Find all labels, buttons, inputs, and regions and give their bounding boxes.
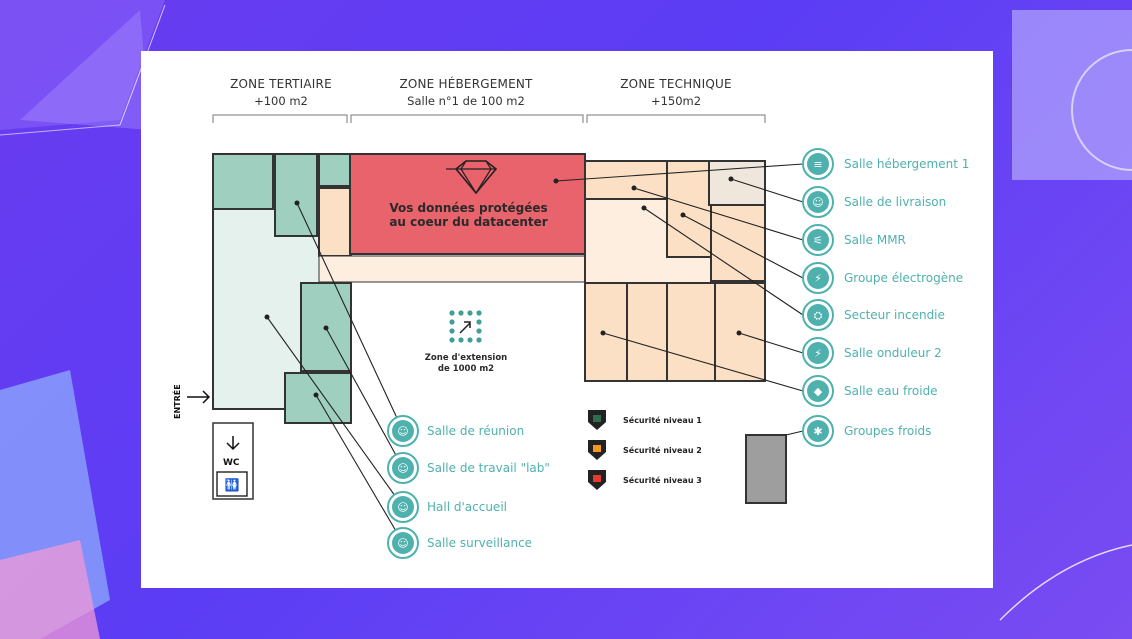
- svg-text:☺: ☺: [812, 196, 823, 209]
- svg-text:⛭: ⛭: [814, 309, 823, 322]
- label-groupes-froids: Groupes froids: [844, 424, 932, 438]
- datacenter-line-1: Vos données protégées: [389, 201, 548, 215]
- svg-text:☺: ☺: [397, 537, 408, 550]
- room-small: [318, 153, 352, 187]
- floor-plan: 🚻: [187, 114, 834, 559]
- label-groupe-electrogene: Groupe électrogène: [844, 271, 964, 285]
- entrance-arrow-icon: [187, 390, 211, 404]
- label-salle-livraison: Salle de livraison: [844, 195, 947, 209]
- zone-brackets: [212, 114, 766, 123]
- datacenter-line-2: au coeur du datacenter: [389, 215, 548, 229]
- label-salle-mmr: Salle MMR: [844, 233, 906, 247]
- label-secteur-incendie: Secteur incendie: [844, 308, 945, 322]
- security-level-3-label: Sécurité niveau 3: [623, 476, 702, 485]
- svg-text:≡: ≡: [813, 158, 822, 171]
- room-tertiary-top-left: [212, 153, 274, 210]
- security-shields: [588, 410, 606, 490]
- wc-icon: [216, 471, 248, 497]
- room-reunion: [274, 153, 318, 237]
- datacenter-text: Vos données protégées au coeur du datace…: [371, 201, 566, 229]
- corridor: [318, 255, 586, 283]
- wc-label: WC: [223, 458, 240, 468]
- diamond-icon: [454, 160, 498, 195]
- label-salle-reunion: Salle de réunion: [427, 424, 525, 438]
- room-livraison: [708, 160, 766, 206]
- svg-text:◆: ◆: [814, 385, 823, 398]
- svg-text:🚻: 🚻: [225, 478, 240, 492]
- svg-text:⚡: ⚡: [814, 347, 822, 360]
- extension-line-1: Zone d'extension: [424, 353, 508, 363]
- label-salle-eau-froide: Salle eau froide: [844, 384, 938, 398]
- zone-title-tertiaire: ZONE TERTIAIRE: [230, 77, 332, 91]
- extension-grid-icon: [449, 310, 482, 343]
- svg-text:⚟: ⚟: [813, 234, 823, 247]
- label-salle-onduleur: Salle onduleur 2: [844, 346, 942, 360]
- zone-title-technique: ZONE TECHNIQUE: [620, 77, 732, 91]
- label-hall-accueil: Hall d'accueil: [427, 500, 507, 514]
- svg-text:⚡: ⚡: [814, 272, 822, 285]
- security-level-2-label: Sécurité niveau 2: [623, 446, 702, 455]
- zone-subtitle-technique: +150m2: [650, 94, 702, 108]
- zone-subtitle-hebergement: Salle n°1 de 100 m2: [407, 94, 525, 108]
- security-level-1-label: Sécurité niveau 1: [623, 416, 702, 425]
- groupes-froids-block: [745, 434, 787, 504]
- svg-text:☺: ☺: [397, 462, 408, 475]
- zone-title-hebergement: ZONE HÉBERGEMENT: [399, 77, 533, 91]
- svg-text:☺: ☺: [397, 501, 408, 514]
- extension-text: Zone d'extension de 1000 m2: [411, 353, 521, 375]
- floor-plan-panel: ZONE TERTIAIRE +100 m2 ZONE HÉBERGEMENT …: [141, 51, 993, 588]
- leader-lines: [266, 163, 804, 544]
- label-salle-surveillance: Salle surveillance: [427, 536, 533, 550]
- zone-subtitle-tertiaire: +100 m2: [254, 94, 308, 108]
- wc-arrow-icon: [226, 436, 240, 451]
- svg-text:☺: ☺: [397, 425, 408, 438]
- room-travail-lab: [300, 282, 352, 372]
- salle-hebergement: [349, 153, 586, 255]
- entrance-label: ENTRÉE: [173, 384, 182, 419]
- extension-line-2: de 1000 m2: [437, 364, 495, 374]
- label-salle-hebergement: Salle hébergement 1: [844, 157, 970, 171]
- label-salle-travail-lab: Salle de travail "lab": [427, 461, 550, 475]
- svg-text:✱: ✱: [813, 425, 822, 438]
